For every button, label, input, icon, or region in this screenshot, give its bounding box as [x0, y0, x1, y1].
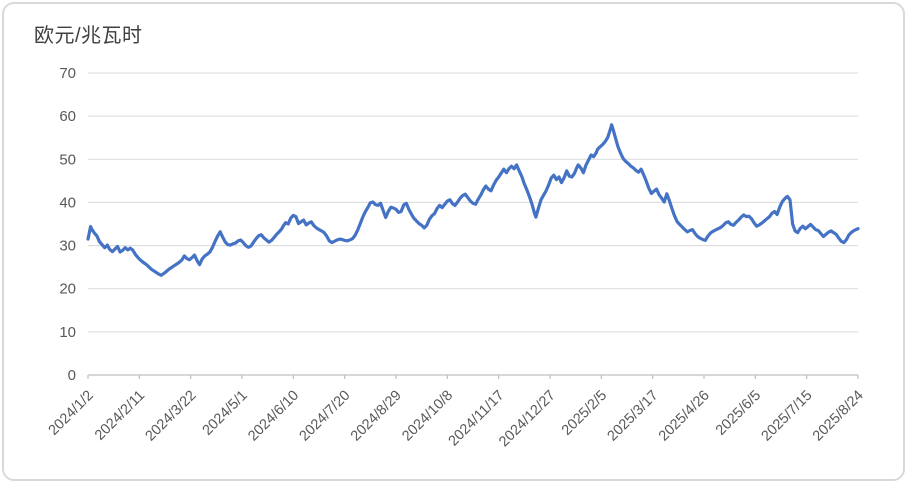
y-axis-tick-label: 50: [59, 151, 76, 168]
y-axis-tick-label: 0: [68, 367, 76, 384]
x-axis-tick-label: 2024/12/27: [496, 388, 559, 451]
x-axis-tick-label: 2024/1/2: [46, 388, 97, 439]
x-axis-tick-label: 2024/2/11: [92, 388, 148, 444]
y-axis-tick-label: 40: [59, 194, 76, 211]
x-axis-tick-label: 2025/4/26: [656, 388, 713, 445]
x-axis-tick-label: 2024/3/22: [143, 388, 200, 445]
y-axis-tick-label: 10: [59, 324, 76, 341]
x-axis-tick-label: 2024/6/10: [245, 388, 302, 445]
chart-title: 欧元/兆瓦时: [34, 25, 143, 47]
x-axis-tick-label: 2025/3/17: [605, 388, 662, 445]
x-axis-tick-label: 2024/8/29: [348, 388, 405, 445]
y-axis-tick-label: 60: [59, 108, 76, 125]
x-axis-tick-label: 2024/7/20: [297, 388, 354, 445]
y-axis-tick-label: 20: [59, 281, 76, 298]
y-axis-tick-label: 30: [59, 238, 76, 255]
y-axis-tick-label: 70: [59, 65, 76, 82]
price-series-line: [86, 123, 860, 277]
x-axis-tick-label: 2025/7/15: [759, 388, 816, 445]
x-axis-tick-label: 2025/2/5: [559, 388, 610, 439]
x-axis-tick-label: 2024/5/1: [200, 388, 251, 439]
x-axis-tick-label: 2025/6/5: [713, 388, 764, 439]
x-axis-tick-label: 2025/8/24: [810, 388, 867, 445]
